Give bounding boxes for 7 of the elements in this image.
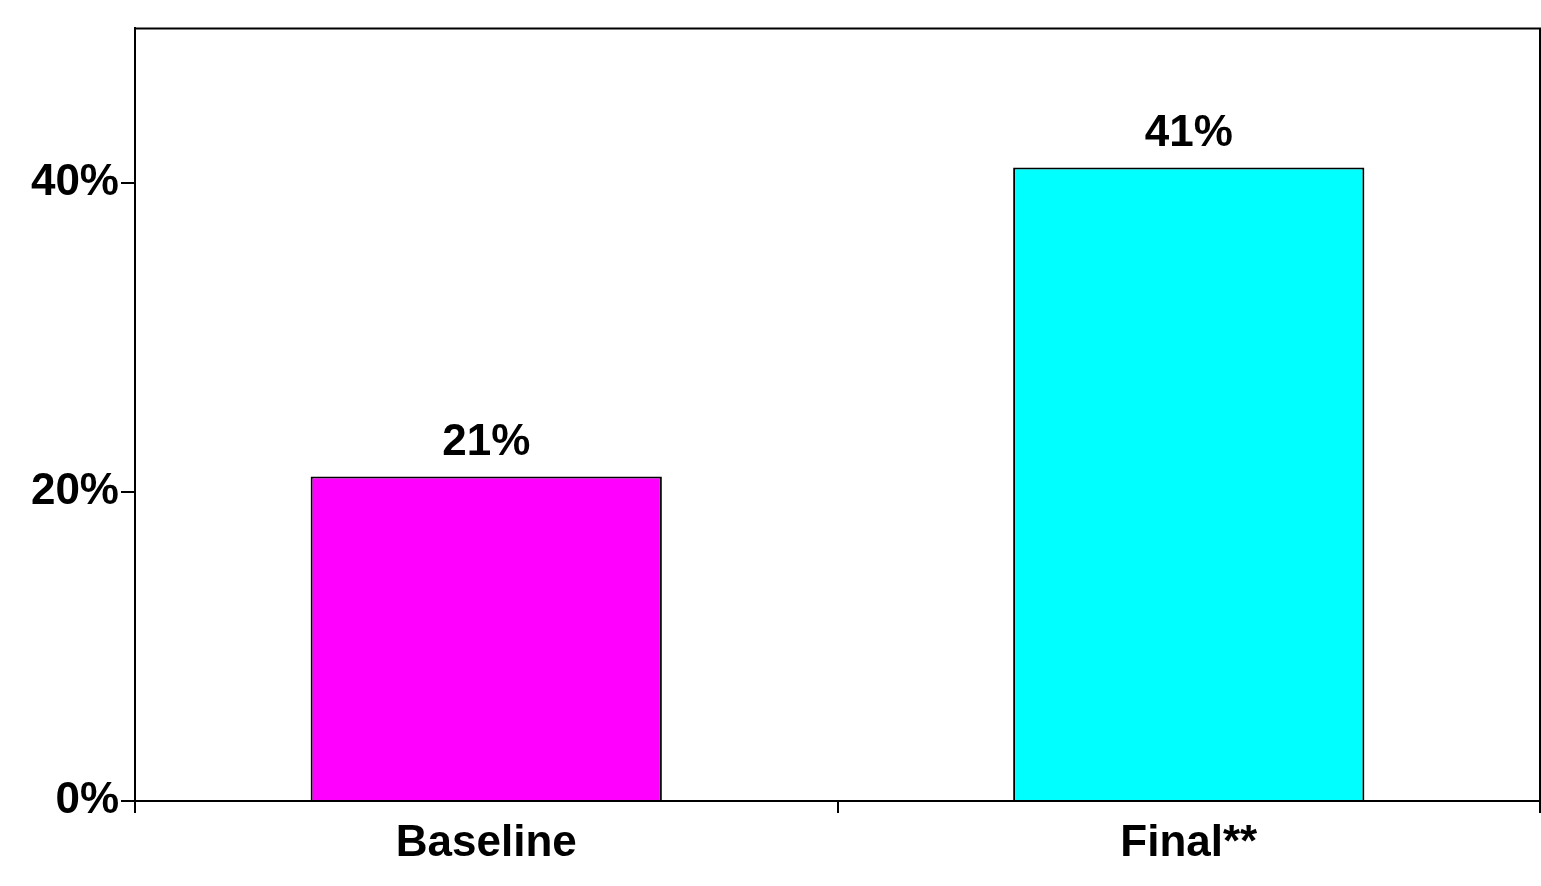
x-tick-label: Final**: [1120, 815, 1259, 865]
x-tick-label: Baseline: [395, 815, 577, 865]
y-tick-label: 20%: [30, 464, 119, 514]
y-tick-label: 0%: [55, 773, 119, 823]
data-label: 21%: [442, 414, 531, 464]
y-tick-label: 40%: [30, 155, 119, 205]
data-label: 41%: [1144, 105, 1233, 155]
